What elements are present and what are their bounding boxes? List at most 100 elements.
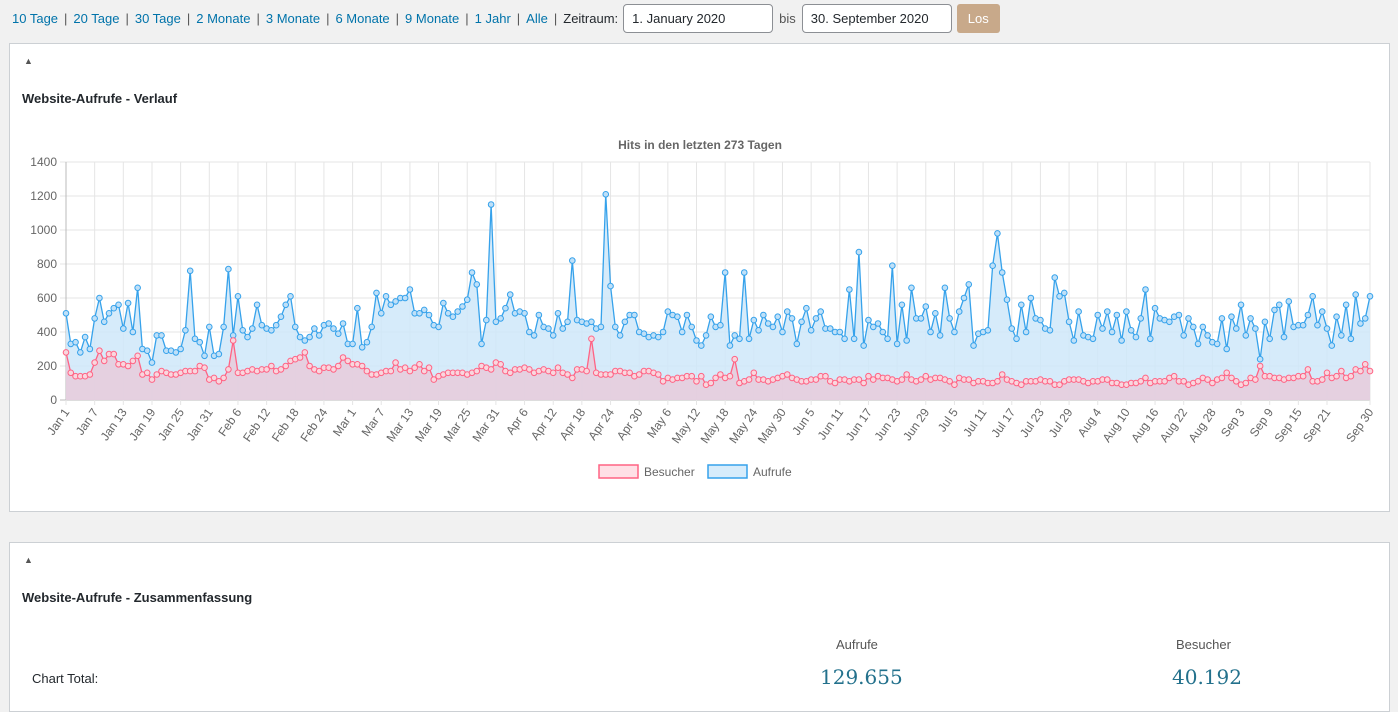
point-aufrufe[interactable] (621, 318, 629, 326)
point-besucher[interactable] (1318, 376, 1326, 383)
point-aufrufe[interactable] (1361, 315, 1369, 322)
point-aufrufe[interactable] (764, 320, 772, 327)
point-besucher[interactable] (406, 367, 414, 375)
point-aufrufe[interactable] (473, 281, 481, 288)
point-besucher[interactable] (822, 372, 829, 380)
point-besucher[interactable] (865, 372, 872, 380)
point-aufrufe[interactable] (487, 201, 495, 208)
point-aufrufe[interactable] (478, 340, 485, 348)
point-aufrufe[interactable] (841, 335, 848, 343)
point-besucher[interactable] (1366, 367, 1374, 375)
point-aufrufe[interactable] (420, 306, 428, 314)
point-aufrufe[interactable] (908, 284, 915, 292)
point-aufrufe[interactable] (105, 310, 113, 317)
point-aufrufe[interactable] (554, 310, 562, 317)
point-besucher[interactable] (1209, 379, 1216, 387)
point-aufrufe[interactable] (1027, 294, 1035, 302)
point-besucher[interactable] (693, 378, 700, 385)
point-besucher[interactable] (903, 371, 910, 378)
point-aufrufe[interactable] (740, 269, 748, 276)
point-aufrufe[interactable] (182, 327, 189, 334)
point-aufrufe[interactable] (287, 293, 294, 300)
point-aufrufe[interactable] (750, 316, 758, 324)
collapse-toggle-icon[interactable]: ▲ (24, 555, 33, 565)
collapse-toggle-icon[interactable]: ▲ (24, 56, 33, 66)
point-aufrufe[interactable] (903, 337, 910, 344)
point-besucher[interactable] (210, 374, 218, 382)
point-besucher[interactable] (869, 376, 877, 383)
point-aufrufe[interactable] (965, 281, 973, 288)
point-aufrufe[interactable] (1299, 321, 1307, 329)
point-besucher[interactable] (717, 371, 724, 378)
point-aufrufe[interactable] (1347, 335, 1355, 343)
point-aufrufe[interactable] (91, 315, 98, 322)
point-aufrufe[interactable] (148, 359, 156, 366)
point-aufrufe[interactable] (1223, 345, 1230, 353)
point-aufrufe[interactable] (1103, 308, 1111, 315)
point-aufrufe[interactable] (62, 310, 70, 317)
range-1-year-link[interactable]: 1 Jahr (474, 11, 511, 26)
point-besucher[interactable] (506, 369, 514, 377)
point-besucher[interactable] (416, 361, 423, 368)
point-aufrufe[interactable] (659, 328, 667, 336)
point-aufrufe[interactable] (932, 310, 939, 317)
point-aufrufe[interactable] (707, 313, 715, 321)
point-aufrufe[interactable] (1142, 286, 1149, 293)
point-aufrufe[interactable] (129, 328, 137, 336)
range-6-months-link[interactable]: 6 Monate (335, 11, 390, 26)
point-aufrufe[interactable] (812, 315, 820, 322)
point-aufrufe[interactable] (865, 316, 872, 324)
point-besucher[interactable] (569, 374, 576, 382)
point-besucher[interactable] (946, 378, 953, 385)
point-aufrufe[interactable] (779, 328, 786, 336)
point-aufrufe[interactable] (1051, 274, 1059, 281)
point-aufrufe[interactable] (1285, 298, 1293, 305)
point-aufrufe[interactable] (946, 315, 953, 322)
point-besucher[interactable] (263, 366, 270, 373)
point-besucher[interactable] (134, 352, 141, 360)
point-aufrufe[interactable] (927, 328, 934, 336)
point-aufrufe[interactable] (702, 332, 710, 339)
point-aufrufe[interactable] (377, 310, 385, 317)
point-aufrufe[interactable] (697, 342, 705, 349)
point-besucher[interactable] (143, 369, 151, 377)
point-aufrufe[interactable] (1280, 333, 1288, 341)
point-aufrufe[interactable] (569, 257, 576, 264)
point-aufrufe[interactable] (311, 325, 318, 332)
point-aufrufe[interactable] (1151, 304, 1159, 312)
point-aufrufe[interactable] (215, 350, 223, 358)
point-aufrufe[interactable] (1185, 315, 1192, 322)
point-aufrufe[interactable] (459, 303, 466, 310)
point-aufrufe[interactable] (607, 282, 614, 290)
point-aufrufe[interactable] (1232, 325, 1240, 332)
point-aufrufe[interactable] (330, 325, 337, 332)
point-aufrufe[interactable] (225, 265, 232, 273)
point-besucher[interactable] (153, 371, 161, 378)
point-aufrufe[interactable] (836, 328, 844, 336)
point-besucher[interactable] (401, 364, 409, 372)
point-aufrufe[interactable] (654, 333, 662, 341)
point-aufrufe[interactable] (1323, 325, 1331, 332)
point-aufrufe[interactable] (282, 301, 290, 309)
point-aufrufe[interactable] (1318, 308, 1326, 315)
point-besucher[interactable] (215, 378, 223, 385)
point-besucher[interactable] (301, 349, 309, 356)
point-aufrufe[interactable] (1242, 332, 1250, 339)
point-aufrufe[interactable] (368, 323, 376, 331)
point-aufrufe[interactable] (1127, 327, 1135, 334)
point-aufrufe[interactable] (874, 320, 882, 327)
point-aufrufe[interactable] (196, 338, 204, 346)
point-aufrufe[interactable] (1003, 296, 1011, 303)
point-aufrufe[interactable] (788, 315, 796, 322)
point-aufrufe[interactable] (463, 296, 471, 303)
point-aufrufe[interactable] (1309, 293, 1316, 300)
point-aufrufe[interactable] (1213, 340, 1221, 348)
point-besucher[interactable] (965, 376, 973, 383)
point-aufrufe[interactable] (1333, 313, 1340, 321)
point-aufrufe[interactable] (1275, 301, 1283, 309)
legend-swatch-aufrufe[interactable] (707, 464, 748, 479)
point-aufrufe[interactable] (1314, 321, 1321, 329)
point-aufrufe[interactable] (545, 325, 552, 332)
point-besucher[interactable] (688, 372, 696, 380)
point-aufrufe[interactable] (115, 301, 122, 309)
